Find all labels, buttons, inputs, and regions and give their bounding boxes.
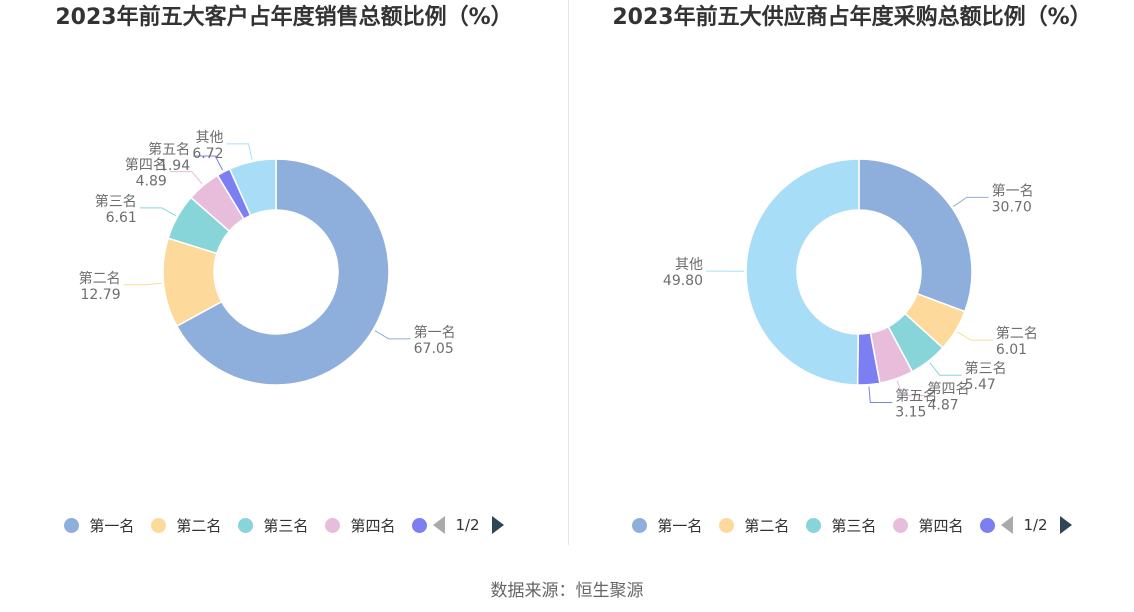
slice-label-name: 其他 <box>196 130 224 146</box>
chart-title: 2023年前五大客户占年度销售总额比例（%） <box>55 5 513 30</box>
legend-swatch <box>893 517 909 533</box>
slice-label-value: 6.01 <box>996 342 1027 358</box>
label-leader-line <box>953 196 989 207</box>
legend-swatch <box>980 517 996 533</box>
legend-swatch <box>238 517 254 533</box>
legend-label: 第一名 <box>89 516 135 535</box>
legend-page-indicator: 1/2 <box>455 516 480 534</box>
legend-swatch <box>412 517 428 533</box>
legend-item-third[interactable]: 第三名 <box>238 515 308 536</box>
donut-slice[interactable] <box>175 158 390 386</box>
slice-label-name: 第三名 <box>965 360 1007 377</box>
legend-label: 第二名 <box>744 516 790 535</box>
legend-item-second[interactable]: 第二名 <box>719 515 789 536</box>
donut-slice[interactable] <box>745 158 860 386</box>
legend-item-fourth[interactable]: 第四名 <box>893 515 963 536</box>
legend-swatch <box>325 517 341 533</box>
slice-label-name: 其他 <box>675 257 703 273</box>
slice-label-name: 第四名 <box>125 157 167 174</box>
legend-label: 第四名 <box>918 516 964 535</box>
panel-divider <box>568 0 569 545</box>
legend: 第一名 第二名 第三名 第四名 1/2 <box>0 513 568 537</box>
slice-label-name: 第五名 <box>148 141 190 158</box>
chart-title: 2023年前五大供应商占年度采购总额比例（%） <box>612 5 1092 30</box>
label-leader-line <box>226 143 253 160</box>
legend-item-third[interactable]: 第三名 <box>806 515 876 536</box>
legend-pager: 1/2 <box>433 516 504 534</box>
slice-label-value: 6.61 <box>106 210 137 226</box>
label-leader-line <box>896 380 925 397</box>
legend-label: 第四名 <box>350 516 396 535</box>
slice-label-value: 4.89 <box>136 174 167 190</box>
legend-item-fifth-partial[interactable] <box>412 517 428 533</box>
slice-label-name: 第二名 <box>996 325 1038 342</box>
data-source: 数据来源：恒生聚源 <box>490 581 644 601</box>
slice-label-value: 6.72 <box>192 146 223 162</box>
legend-page-indicator: 1/2 <box>1023 516 1048 534</box>
legend-item-first[interactable]: 第一名 <box>632 515 702 536</box>
slice-label-value: 5.47 <box>965 377 996 393</box>
slice-label-value: 12.79 <box>81 287 121 303</box>
legend-label: 第三名 <box>831 516 877 535</box>
slice-label-name: 第三名 <box>95 193 137 210</box>
label-leader-line <box>169 171 203 185</box>
legend-swatch <box>719 517 735 533</box>
triangle-left-icon[interactable] <box>1001 516 1014 534</box>
label-leader-line <box>374 330 411 340</box>
legend-swatch <box>632 517 648 533</box>
chart-panel-customers: 2023年前五大客户占年度销售总额比例（%） 第一名 67.05 第二名 12.79 第… <box>0 0 568 545</box>
triangle-right-icon[interactable] <box>1059 516 1072 534</box>
slice-label-name: 第五名 <box>895 388 937 405</box>
chart-panel-suppliers: 2023年前五大供应商占年度采购总额比例（%） 第一名 30.70 第二名 6.01 第… <box>570 0 1134 545</box>
label-leader-line <box>193 155 224 171</box>
slice-label-value: 4.87 <box>927 398 958 414</box>
legend-pager: 1/2 <box>1001 516 1072 534</box>
triangle-right-icon[interactable] <box>491 516 504 534</box>
triangle-left-icon[interactable] <box>433 516 446 534</box>
slice-label-value: 30.70 <box>992 199 1032 215</box>
label-leader-line <box>868 386 893 404</box>
label-leader-line <box>123 282 162 286</box>
legend-item-second[interactable]: 第二名 <box>151 515 221 536</box>
legend-item-fifth-partial[interactable] <box>980 517 996 533</box>
donut-slice[interactable] <box>858 158 973 313</box>
legend-label: 第二名 <box>176 516 222 535</box>
legend-label: 第三名 <box>263 516 309 535</box>
legend: 第一名 第二名 第三名 第四名 1/2 <box>570 513 1134 537</box>
legend-swatch <box>151 517 167 533</box>
slice-label-value: 1.94 <box>159 158 190 174</box>
donut-slice[interactable] <box>228 158 277 217</box>
slice-label-name: 第二名 <box>79 270 121 287</box>
slice-label-value: 3.15 <box>895 405 926 421</box>
label-leader-line <box>956 331 993 341</box>
legend-item-fourth[interactable]: 第四名 <box>325 515 395 536</box>
label-leader-line <box>139 207 176 217</box>
label-leader-line <box>929 362 962 376</box>
slice-label-name: 第一名 <box>414 324 456 341</box>
slice-label-name: 第一名 <box>992 182 1034 199</box>
slice-label-value: 67.05 <box>414 341 454 357</box>
slice-label-value: 49.80 <box>663 273 703 289</box>
legend-swatch <box>64 517 80 533</box>
slice-label-name: 第四名 <box>927 381 969 398</box>
legend-item-first[interactable]: 第一名 <box>64 515 134 536</box>
legend-label: 第一名 <box>657 516 703 535</box>
legend-swatch <box>806 517 822 533</box>
